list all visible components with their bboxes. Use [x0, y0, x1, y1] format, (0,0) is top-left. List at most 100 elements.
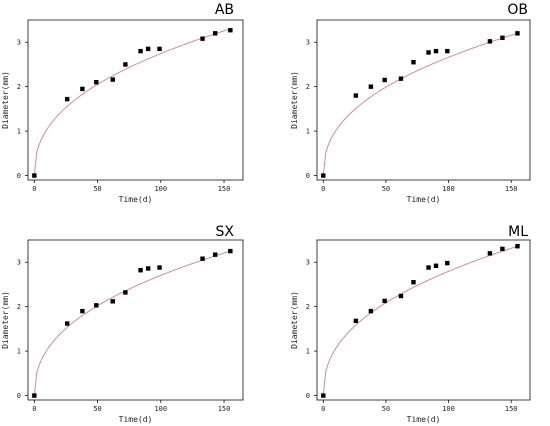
- x-tick-label: 50: [382, 185, 390, 193]
- data-point: [433, 263, 439, 268]
- data-point: [145, 266, 151, 271]
- data-point: [32, 393, 37, 398]
- y-tick-label: 3: [17, 259, 21, 267]
- data-point: [65, 321, 70, 326]
- x-tick-label: 50: [382, 405, 390, 413]
- data-point: [398, 76, 404, 81]
- x-tick-label: 150: [505, 185, 518, 193]
- y-tick-label: 1: [17, 128, 21, 136]
- y-axis-label: Diameter(mm): [1, 291, 10, 349]
- x-tick-label: 50: [93, 185, 101, 193]
- x-tick-label: 50: [93, 405, 101, 413]
- y-tick-label: 0: [306, 172, 310, 180]
- data-point: [157, 46, 162, 52]
- data-point: [515, 244, 520, 249]
- data-point: [228, 28, 233, 33]
- data-point: [145, 46, 151, 52]
- chart-panel-ob: OB 0 50 100 150 0 1 2 3 Time(d) Diameter(mm): [290, 2, 531, 204]
- data-point: [321, 173, 326, 178]
- data-point: [94, 80, 99, 85]
- x-axis-label: Time(d): [119, 195, 153, 204]
- data-point: [65, 96, 70, 102]
- plot-frame: [316, 239, 531, 401]
- data-point: [411, 60, 416, 65]
- x-tick-label: 0: [321, 405, 325, 413]
- y-axis-label: Diameter(mm): [1, 71, 10, 129]
- chart-panel-ab: AB 0 50 100 150 0 1 2 3 Time(d) Diameter(mm): [1, 2, 244, 204]
- y-tick-label: 3: [306, 39, 310, 47]
- y-tick-label: 2: [306, 83, 310, 91]
- data-point: [398, 293, 404, 299]
- y-tick-label: 1: [306, 348, 310, 356]
- data-point: [110, 77, 115, 82]
- data-point: [382, 298, 387, 304]
- y-axis-label: Diameter(mm): [290, 71, 299, 129]
- y-tick-label: 0: [306, 392, 310, 400]
- data-point: [515, 31, 520, 36]
- y-tick-label: 3: [306, 259, 310, 267]
- data-point: [487, 39, 493, 44]
- chart-panel-ml: ML 0 50 100 150 0 1 2 3 Time(d) Diameter(mm): [290, 224, 531, 424]
- x-tick-label: 0: [321, 185, 325, 193]
- x-axis-label: Time(d): [407, 415, 441, 424]
- data-point: [426, 265, 431, 270]
- x-tick-label: 100: [442, 185, 455, 193]
- data-point: [433, 48, 439, 54]
- data-point: [80, 86, 85, 92]
- x-tick-label: 0: [32, 405, 36, 413]
- panel-title: ML: [508, 224, 528, 240]
- x-tick-label: 0: [32, 185, 36, 193]
- x-tick-label: 150: [218, 405, 231, 413]
- data-point: [382, 77, 387, 83]
- data-point: [353, 318, 359, 324]
- data-point: [445, 48, 450, 54]
- y-tick-label: 1: [17, 348, 21, 356]
- y-tick-label: 0: [17, 172, 21, 180]
- data-point: [138, 268, 143, 273]
- data-point: [411, 280, 416, 285]
- plot-frame: [27, 239, 244, 401]
- panel-title: OB: [507, 2, 528, 18]
- data-point: [32, 173, 37, 178]
- data-point: [200, 36, 205, 41]
- data-point: [123, 290, 128, 295]
- chart-panel-sx: SX 0 50 100 150 0 1 2 3 Time(d) Diameter(mm): [1, 224, 244, 424]
- data-point: [500, 246, 505, 252]
- data-point: [426, 50, 431, 55]
- plot-frame: [27, 19, 244, 181]
- data-point: [94, 303, 99, 308]
- data-point: [368, 84, 374, 89]
- x-tick-label: 150: [218, 185, 231, 193]
- x-tick-label: 100: [442, 405, 455, 413]
- panel-title: AB: [215, 2, 234, 18]
- y-tick-label: 2: [306, 303, 310, 311]
- fit-curve: [33, 28, 231, 176]
- data-point: [212, 31, 218, 36]
- panel-title: SX: [216, 224, 235, 240]
- data-point: [80, 308, 85, 314]
- y-tick-label: 3: [17, 39, 21, 47]
- fit-curve: [322, 32, 518, 176]
- data-point: [123, 62, 128, 67]
- data-point: [321, 393, 326, 398]
- data-point: [228, 248, 233, 254]
- data-point: [212, 252, 218, 257]
- data-point: [138, 48, 143, 54]
- data-point: [353, 93, 359, 98]
- data-point: [110, 299, 115, 304]
- y-tick-label: 2: [17, 303, 21, 311]
- data-point: [487, 251, 493, 256]
- data-point: [500, 35, 505, 40]
- data-point: [368, 308, 374, 314]
- fit-curve: [33, 250, 231, 396]
- x-tick-label: 100: [154, 405, 167, 413]
- x-axis-label: Time(d): [407, 195, 441, 204]
- y-tick-label: 1: [306, 128, 310, 136]
- fit-curve: [322, 245, 518, 396]
- data-point: [445, 260, 450, 266]
- plot-frame: [316, 19, 531, 181]
- x-tick-label: 100: [154, 185, 167, 193]
- x-axis-label: Time(d): [119, 415, 153, 424]
- data-point: [200, 256, 205, 261]
